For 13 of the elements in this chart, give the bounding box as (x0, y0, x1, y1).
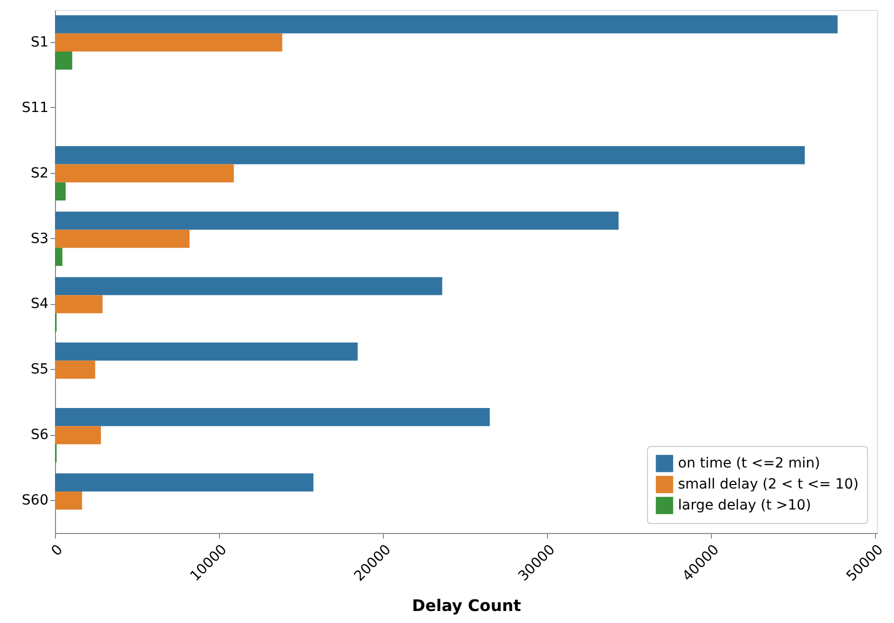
y-tick-label: S6 (30, 427, 49, 444)
y-tick-label: S2 (30, 165, 48, 182)
legend-label: on time (t <=2 min) (678, 456, 820, 472)
y-tick-label: S60 (22, 492, 48, 509)
y-tick-label: S4 (30, 296, 49, 312)
x-tick-label: 0 (48, 542, 66, 560)
y-tick-label: S1 (30, 34, 48, 50)
y-tick-label: S3 (30, 230, 48, 247)
legend-label: large delay (t >10) (678, 498, 812, 514)
y-tick-label: S5 (30, 362, 48, 378)
legend-label: small delay (2 < t <= 10) (678, 476, 859, 492)
y-tick-label: S11 (22, 100, 48, 116)
x-axis-title: Delay Count (412, 596, 522, 615)
